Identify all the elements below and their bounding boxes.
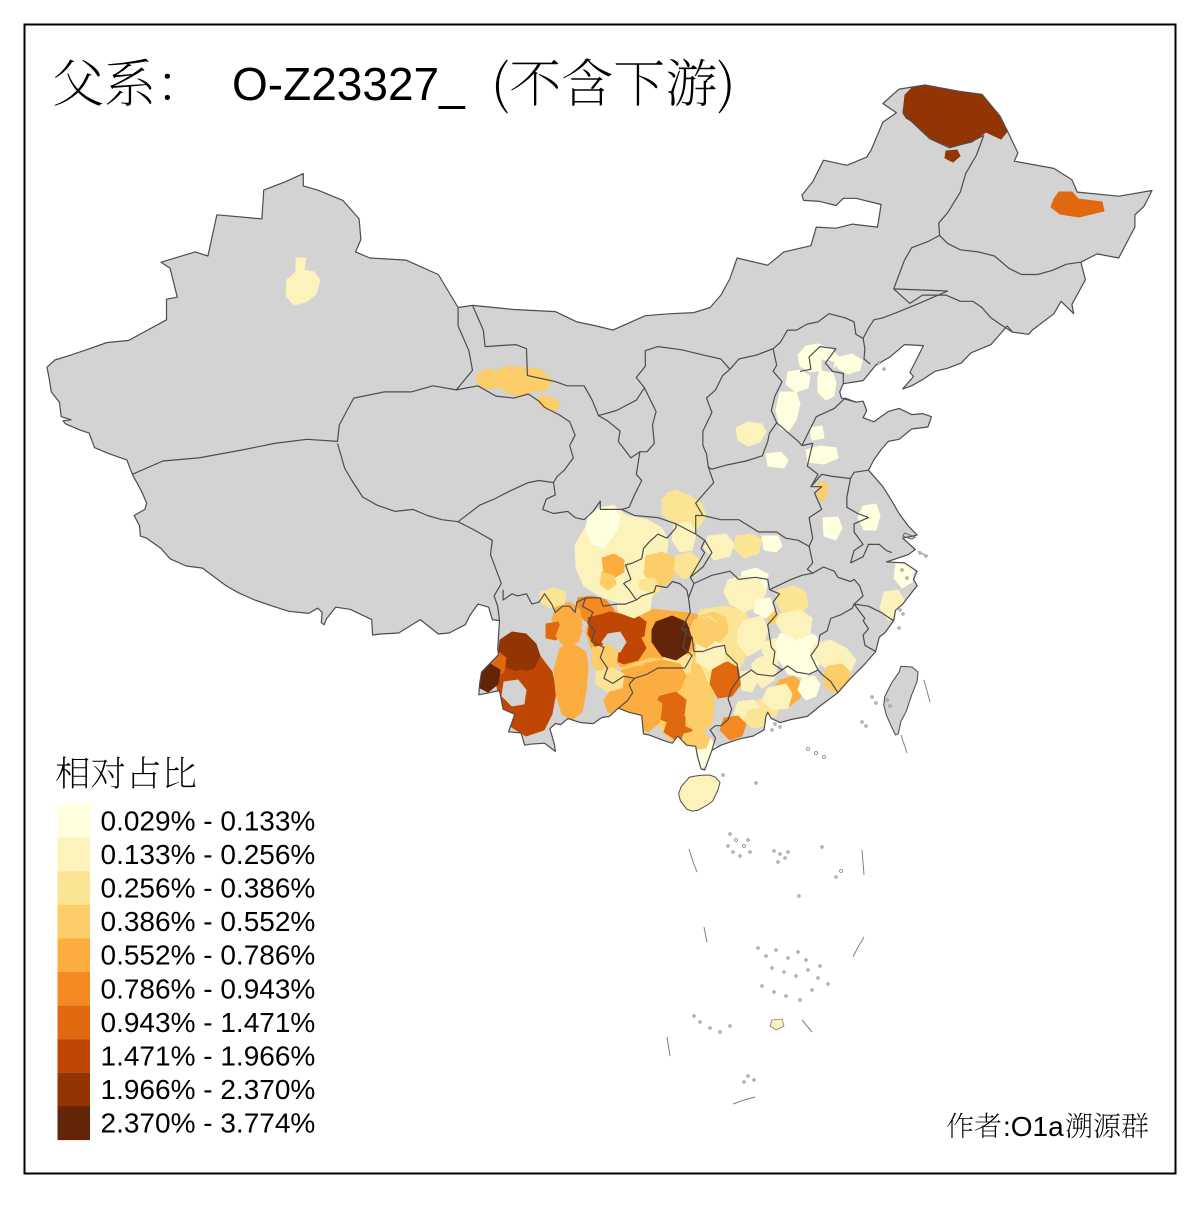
svg-text:0.386% - 0.552%: 0.386% - 0.552% [101, 906, 316, 937]
svg-text:O-Z23327_: O-Z23327_ [232, 58, 466, 110]
svg-text:0.943% - 1.471%: 0.943% - 1.471% [101, 1007, 316, 1038]
svg-text:2.370% - 3.774%: 2.370% - 3.774% [101, 1108, 316, 1139]
svg-text:0.552% - 0.786%: 0.552% - 0.786% [101, 940, 316, 971]
svg-text:0.786% - 0.943%: 0.786% - 0.943% [101, 973, 316, 1004]
svg-text:0.256% - 0.386%: 0.256% - 0.386% [101, 873, 316, 904]
svg-text::O1a: :O1a [1003, 1111, 1064, 1142]
svg-text:0.133% - 0.256%: 0.133% - 0.256% [101, 839, 316, 870]
svg-text:1.966% - 2.370%: 1.966% - 2.370% [101, 1074, 316, 1105]
svg-text:1.471% - 1.966%: 1.471% - 1.966% [101, 1041, 316, 1072]
svg-text:0.029% - 0.133%: 0.029% - 0.133% [101, 805, 316, 836]
